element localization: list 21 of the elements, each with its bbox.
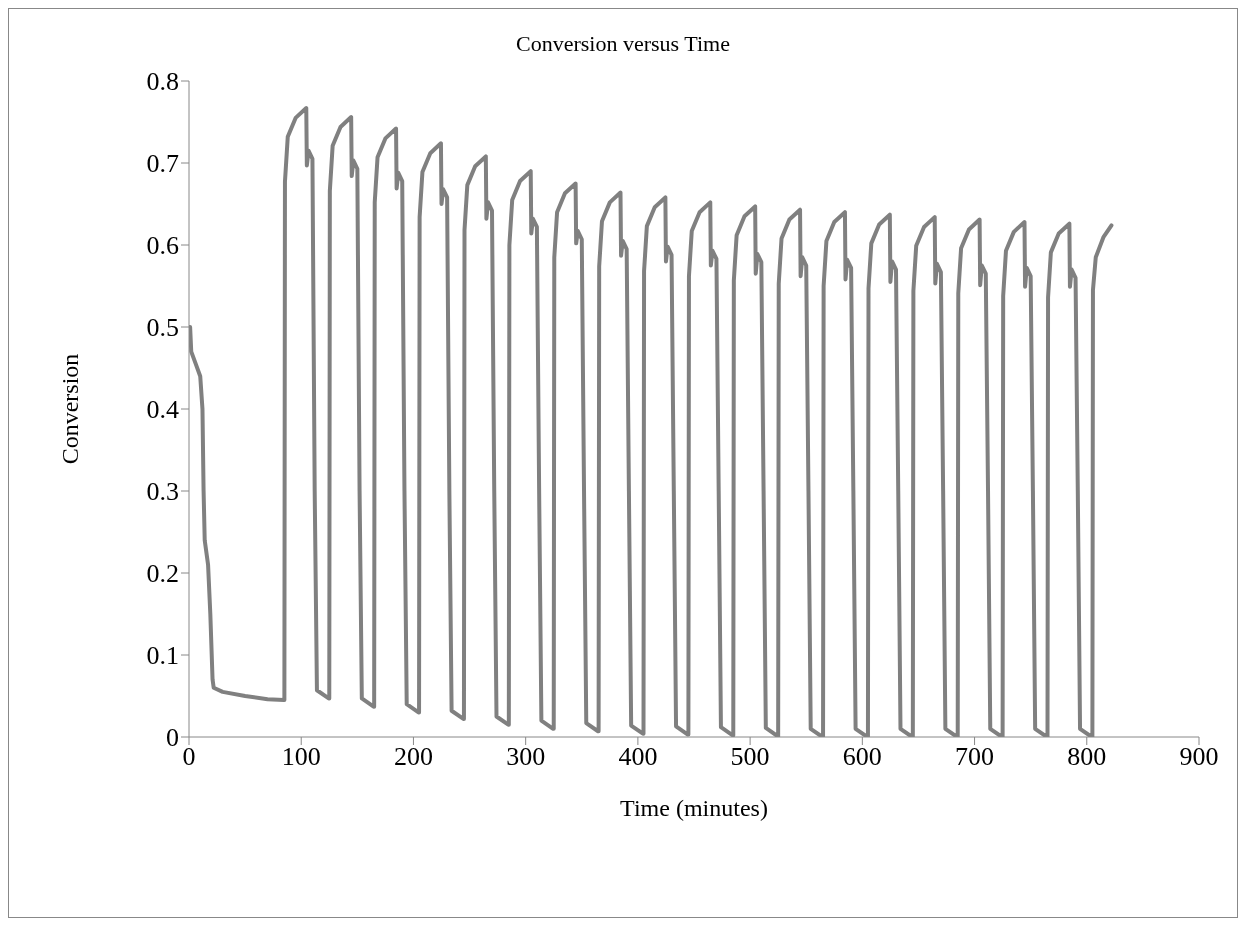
y-tick-label: 0.4	[146, 395, 179, 425]
x-tick-label: 300	[506, 742, 546, 772]
y-tick-label: 0.3	[146, 477, 179, 507]
y-tick-label: 0	[166, 723, 179, 753]
x-tick-label: 400	[618, 742, 658, 772]
x-axis-title: Time (minutes)	[620, 795, 768, 822]
y-tick-label: 0.1	[146, 641, 179, 671]
y-tick-label: 0.2	[146, 559, 179, 589]
x-tick-label: 200	[393, 742, 433, 772]
x-tick-label: 600	[842, 742, 882, 772]
x-tick-label: 800	[1067, 742, 1107, 772]
y-tick-label: 0.7	[146, 149, 179, 179]
chart-title: Conversion versus Time	[515, 31, 731, 57]
x-tick-label: 500	[730, 742, 770, 772]
y-tick-label: 0.8	[146, 67, 179, 97]
x-tick-label: 100	[281, 742, 321, 772]
y-tick-label: 0.5	[146, 313, 179, 343]
x-tick-label: 900	[1179, 742, 1219, 772]
y-axis-title: Conversion	[56, 353, 83, 465]
x-tick-label: 700	[955, 742, 995, 772]
y-tick-label: 0.6	[146, 231, 179, 261]
